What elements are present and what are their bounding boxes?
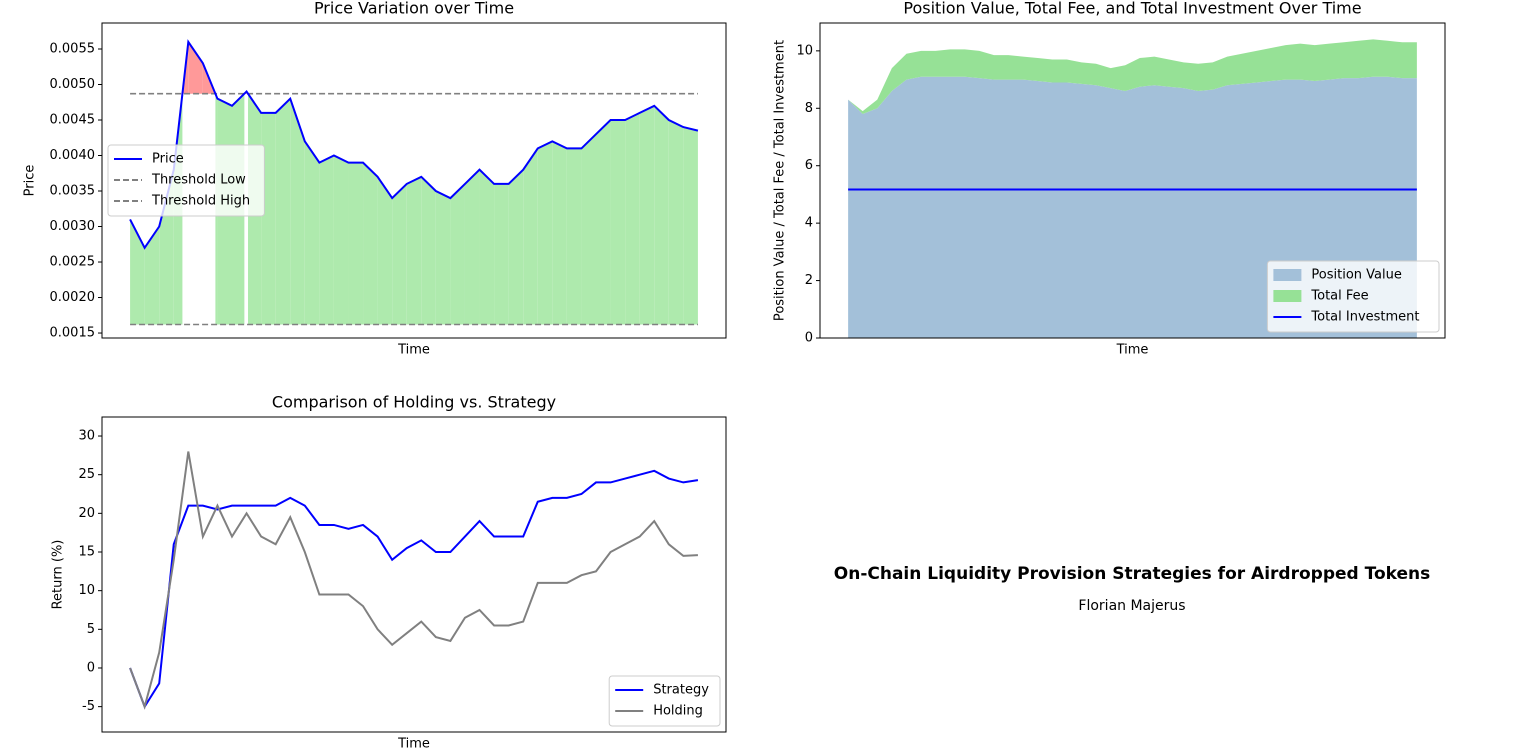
fill-in-range [552, 141, 567, 325]
fill-in-range [668, 119, 684, 325]
fill-in-range [639, 105, 655, 325]
y-tick-label: 5 [87, 622, 95, 637]
x-axis-label: Time [397, 343, 430, 358]
line [129, 39, 699, 250]
fill-in-range [144, 226, 160, 325]
chart-title: Comparison of Holding vs. Strategy [272, 393, 556, 412]
legend-box [608, 675, 721, 727]
legend-swatch [1273, 290, 1302, 302]
area [848, 39, 1417, 115]
fill-in-range [581, 134, 596, 325]
fill-in-range [508, 169, 524, 325]
fill-in-range [435, 191, 451, 325]
fill-in-range [523, 148, 538, 325]
fill-in-range [654, 105, 669, 325]
fill-in-range [290, 98, 305, 325]
legend-swatch [1273, 269, 1302, 281]
y-tick-label: 8 [805, 101, 813, 116]
fill-in-range [348, 162, 364, 325]
legend-label: Strategy [653, 683, 709, 698]
fill-in-range [377, 176, 393, 325]
x-axis-label: Time [1116, 343, 1149, 358]
fill-above [188, 41, 203, 94]
caption-title: On-Chain Liquidity Provision Strategies … [834, 564, 1430, 584]
legend-label: Holding [653, 704, 703, 719]
fill-in-range [683, 127, 698, 325]
fill-in-range [333, 155, 349, 325]
y-tick-label: 0.0040 [50, 148, 96, 163]
legend-label: Threshold Low [151, 173, 246, 188]
y-tick-label: 0.0025 [50, 255, 96, 270]
y-tick-label: 0.0015 [50, 326, 96, 341]
fill-in-range [450, 183, 465, 325]
y-tick-label: 10 [796, 43, 813, 58]
fill-in-range [625, 112, 640, 325]
fill-in-range [566, 148, 582, 325]
y-tick-label: 0 [805, 331, 813, 346]
plot-frame [101, 22, 727, 339]
fill-in-range [494, 183, 509, 325]
legend-label: Position Value [1311, 268, 1401, 283]
legend-label: Total Fee [1310, 289, 1368, 304]
y-axis-label: Return (%) [51, 540, 66, 610]
y-tick-label: 0.0035 [50, 184, 96, 199]
y-tick-label: 0.0050 [50, 77, 96, 92]
y-tick-label: 30 [78, 429, 95, 444]
fill-in-range [464, 169, 480, 325]
y-tick-label: 20 [78, 506, 95, 521]
fill-in-range [479, 169, 495, 325]
fill-in-range [537, 141, 553, 325]
fill-in-range [130, 219, 145, 325]
plot-frame [819, 22, 1446, 339]
y-tick-label: 15 [78, 545, 95, 560]
y-tick-label: 0.0030 [50, 219, 96, 234]
y-tick-label: 0.0020 [50, 290, 96, 305]
y-tick-label: 0.0055 [50, 41, 96, 56]
y-tick-label: 6 [805, 158, 813, 173]
y-tick-label: 2 [805, 273, 813, 288]
plot-frame [101, 416, 727, 733]
fill-in-range [392, 183, 407, 325]
y-tick-label: 25 [78, 467, 95, 482]
fill-in-range [406, 176, 422, 325]
fill-in-range [363, 162, 378, 325]
fill-in-range [304, 141, 320, 325]
line [129, 469, 699, 709]
y-tick-label: -5 [82, 699, 95, 714]
chart-title: Position Value, Total Fee, and Total Inv… [903, 0, 1361, 18]
chart-title: Price Variation over Time [314, 0, 514, 18]
legend-box [107, 144, 265, 217]
y-axis-label: Position Value / Total Fee / Total Inves… [773, 40, 788, 321]
line [129, 451, 698, 710]
y-axis-label: Price [23, 165, 38, 197]
y-tick-label: 4 [805, 216, 813, 231]
fill-in-range [610, 119, 626, 325]
caption-author: Florian Majerus [1078, 598, 1185, 614]
y-tick-label: 0.0045 [50, 112, 96, 127]
legend-label: Threshold High [151, 194, 250, 209]
y-tick-label: 10 [78, 583, 95, 598]
fill-in-range [261, 112, 276, 325]
fill-in-range [421, 176, 436, 325]
fill-in-range [596, 119, 611, 325]
fill-in-range [319, 155, 334, 325]
y-tick-label: 0 [87, 660, 95, 675]
legend-label: Price [152, 152, 184, 167]
legend-label: Total Investment [1310, 310, 1419, 325]
legend-box [1266, 260, 1440, 333]
x-axis-label: Time [397, 737, 430, 752]
fill-in-range [275, 98, 291, 325]
